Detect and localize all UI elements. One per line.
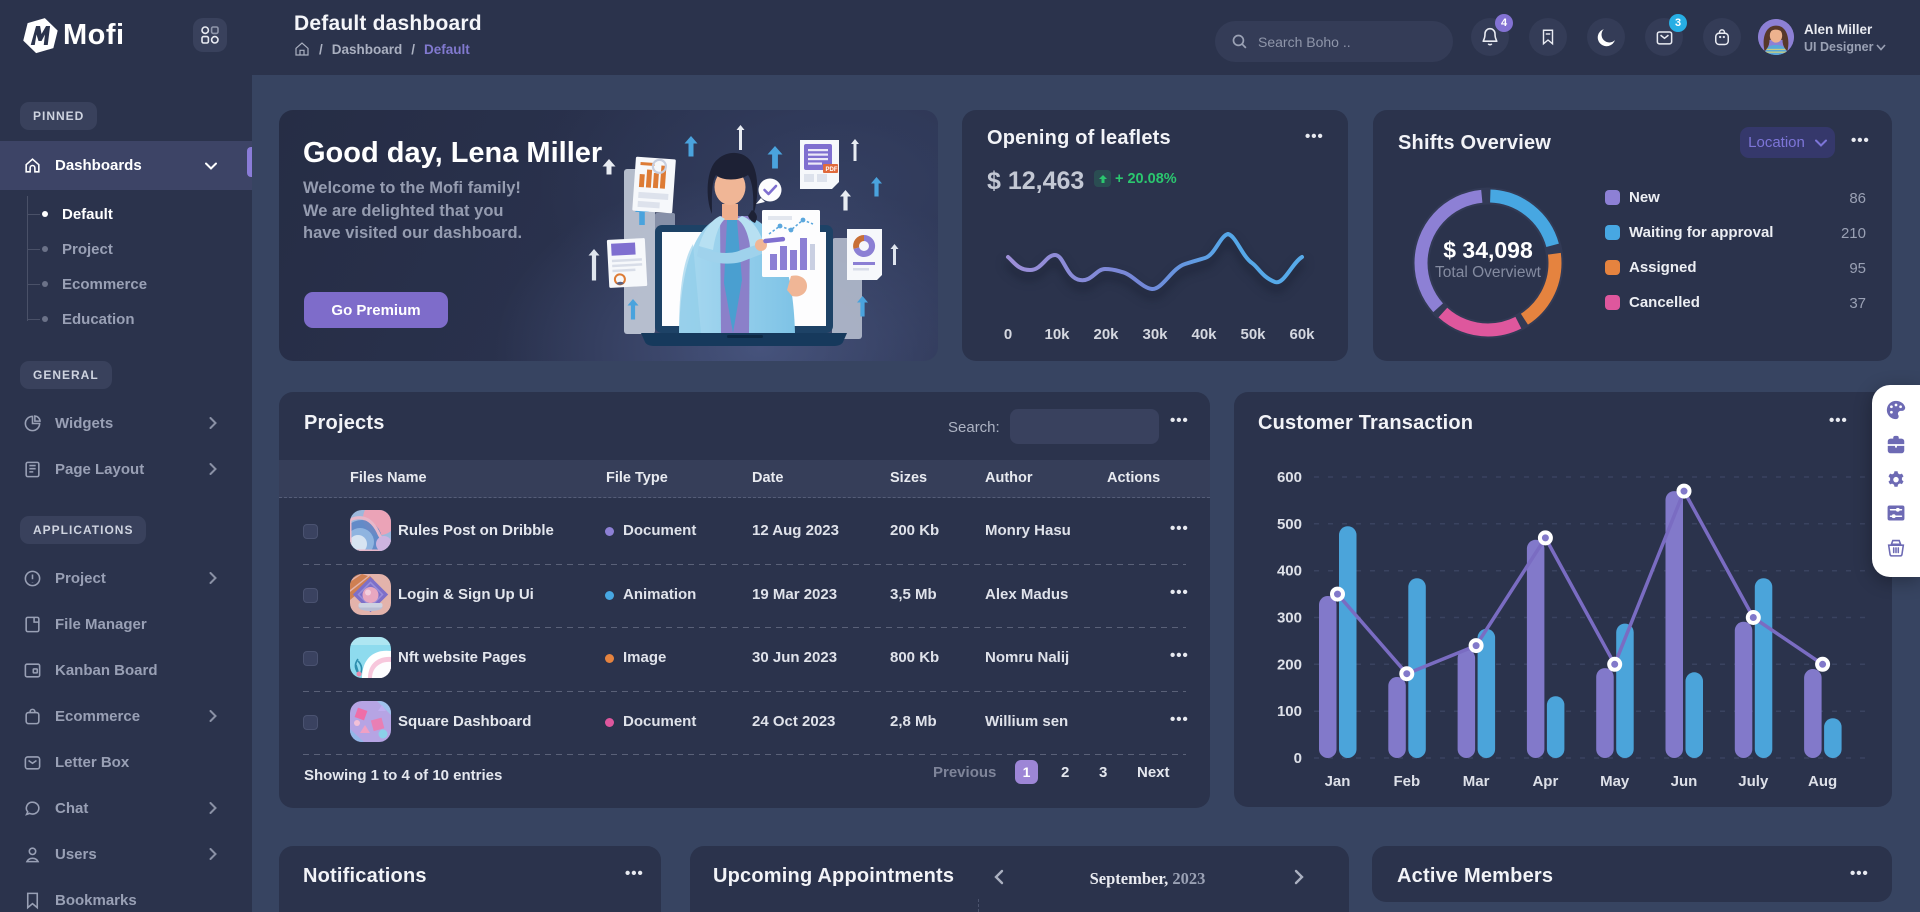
svg-text:Jun: Jun xyxy=(1671,773,1698,790)
svg-text:Apr: Apr xyxy=(1532,773,1558,790)
svg-text:200: 200 xyxy=(1277,656,1302,673)
svg-text:Feb: Feb xyxy=(1393,773,1420,790)
svg-text:400: 400 xyxy=(1277,563,1302,580)
svg-text:500: 500 xyxy=(1277,516,1302,533)
svg-text:100: 100 xyxy=(1277,703,1302,720)
svg-text:Aug: Aug xyxy=(1808,773,1837,790)
svg-text:May: May xyxy=(1600,773,1630,790)
svg-text:PDF: PDF xyxy=(826,167,838,173)
svg-text:Jan: Jan xyxy=(1325,773,1351,790)
svg-text:0: 0 xyxy=(1294,750,1302,767)
svg-text:July: July xyxy=(1738,773,1769,790)
svg-text:600: 600 xyxy=(1277,469,1302,486)
svg-text:Mar: Mar xyxy=(1463,773,1490,790)
svg-text:300: 300 xyxy=(1277,610,1302,627)
